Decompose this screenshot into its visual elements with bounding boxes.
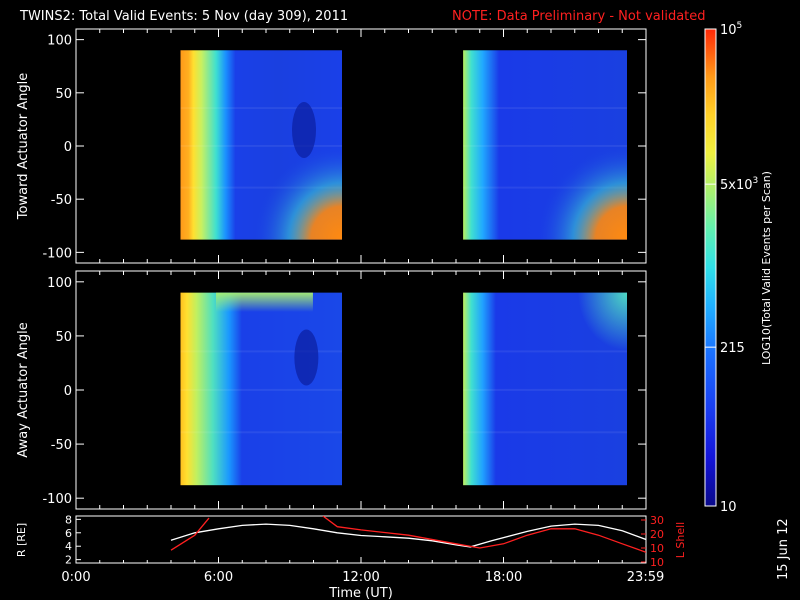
orbit-series-left-0 xyxy=(170,523,646,548)
orbit-right-ylabel: L Shell xyxy=(674,522,687,558)
toward-ytick-label-3: -50 xyxy=(51,193,72,208)
orbit-y2tick-label-3: 10 xyxy=(650,556,664,569)
orbit-y2tick-label-1: 20 xyxy=(650,528,664,541)
colorbar-label: LOG10(Total Valid Events per Scan) xyxy=(760,171,773,365)
away-feature-0-0 xyxy=(216,292,313,312)
toward-feature-0-1 xyxy=(292,102,316,159)
away-heatmap-block-0 xyxy=(180,292,342,486)
time-axis-label: Time (UT) xyxy=(328,586,393,600)
chart-title: TWINS2: Total Valid Events: 5 Nov (day 3… xyxy=(19,9,348,24)
time-tick-label-1: 6:00 xyxy=(204,570,233,585)
toward-feature-0-0 xyxy=(253,144,342,240)
date-stamp: 15 Jun 12 xyxy=(776,518,791,580)
away-streak-1-0 xyxy=(463,350,627,353)
colorbar-tick-label-3: 105 xyxy=(720,21,742,38)
orbit-ytick-label-1: 6 xyxy=(65,527,72,540)
toward-angle-ylabel: Toward Actuator Angle xyxy=(16,73,31,220)
orbit-ytick-label-2: 4 xyxy=(65,540,72,553)
orbit-y2tick-label-0: 30 xyxy=(650,514,664,527)
away-feature-1-0 xyxy=(577,292,627,351)
toward-feature-1-0 xyxy=(536,144,627,240)
colorbar: 10 215 5x103 105 LOG10(Total Valid Events p… xyxy=(704,21,773,515)
colorbar-tick-label-2: 5x103 xyxy=(720,176,758,193)
away-ytick-label-3: -50 xyxy=(51,438,72,453)
colorbar-tick-label-0: 10 xyxy=(720,500,737,515)
toward-ytick-label-1: 50 xyxy=(55,87,72,102)
away-ytick-label-1: 50 xyxy=(55,330,72,345)
orbit-series-right-0 xyxy=(170,517,210,551)
colorbar-tick-label-1: 215 xyxy=(720,341,745,356)
toward-angle-panel: 100 50 0 -50 -100 Toward Actuator Angle xyxy=(16,28,647,264)
away-streak-1-2 xyxy=(463,431,627,434)
time-tick-label-3: 18:00 xyxy=(485,570,522,585)
away-streak-0-0 xyxy=(180,350,342,353)
orbit-left-ylabel: R [RE] xyxy=(15,523,28,557)
colorbar-gradient xyxy=(705,29,716,506)
away-streak-0-1 xyxy=(180,388,342,391)
orbit-series-right-1 xyxy=(322,516,646,553)
orbit-y2tick-label-2: 10 xyxy=(650,542,664,555)
away-angle-ylabel: Away Actuator Angle xyxy=(16,322,31,457)
away-streak-1-1 xyxy=(463,388,627,391)
time-tick-label-0: 0:00 xyxy=(61,570,90,585)
time-tick-label-2: 12:00 xyxy=(342,570,379,585)
away-angle-panel: 100 50 0 -50 -100 Away Actuator Angle xyxy=(16,270,647,510)
away-streak-0-2 xyxy=(180,431,342,434)
toward-streak-1-0 xyxy=(463,107,627,110)
time-tick-label-4: 23:59 xyxy=(627,570,664,585)
toward-ytick-label-0: 100 xyxy=(47,34,72,49)
away-feature-0-1 xyxy=(294,329,319,386)
away-ytick-label-0: 100 xyxy=(47,276,72,291)
toward-streak-0-0 xyxy=(180,107,342,110)
away-ytick-label-4: -100 xyxy=(42,492,72,507)
orbit-ytick-label-0: 8 xyxy=(65,513,72,526)
toward-ytick-label-2: 0 xyxy=(64,140,72,155)
toward-ytick-label-4: -100 xyxy=(42,246,72,261)
preliminary-note: NOTE: Data Preliminary - Not validated xyxy=(452,9,706,24)
away-ytick-label-2: 0 xyxy=(64,384,72,399)
orbit-ytick-label-3: 2 xyxy=(65,554,72,567)
